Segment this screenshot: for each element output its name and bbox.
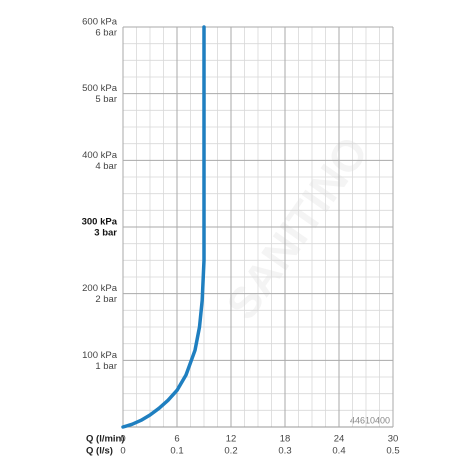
x-tick-label: 0 [120, 434, 125, 445]
watermark: SANITINO [217, 128, 378, 328]
x-tick-label: 12 [226, 434, 237, 445]
y-tick-label: 200 kPa [82, 283, 118, 294]
x-tick-label: 30 [388, 434, 399, 445]
x-tick-label: 18 [280, 434, 291, 445]
x-tick-label: 6 [174, 434, 179, 445]
y-tick-bar-label: 6 bar [95, 28, 117, 39]
y-tick-label: 400 kPa [82, 150, 118, 161]
y-tick-label: 500 kPa [82, 83, 118, 94]
y-tick-label: 300 kPa [82, 217, 118, 228]
x2-tick-label: 0.2 [224, 446, 237, 457]
x2-tick-label: 0.5 [386, 446, 399, 457]
y-tick-bar-label: 4 bar [95, 161, 117, 172]
code-label: 44610400 [350, 415, 390, 425]
x2-tick-label: 0.1 [170, 446, 183, 457]
x2-tick-label: 0.4 [332, 446, 345, 457]
y-tick-bar-label: 1 bar [95, 361, 117, 372]
x2-tick-label: 0.3 [278, 446, 291, 457]
x2-axis-title: Q (l/s) [86, 446, 113, 457]
y-tick-bar-label: 5 bar [95, 94, 117, 105]
flow-curve [121, 25, 206, 429]
x2-tick-label: 0 [120, 446, 125, 457]
x-axis-title: Q (l/min) [86, 434, 125, 445]
x-tick-label: 24 [334, 434, 345, 445]
y-tick-bar-label: 2 bar [95, 294, 117, 305]
y-tick-label: 100 kPa [82, 350, 118, 361]
y-tick-bar-label: 3 bar [94, 228, 117, 239]
y-tick-label: 600 kPa [82, 17, 118, 28]
